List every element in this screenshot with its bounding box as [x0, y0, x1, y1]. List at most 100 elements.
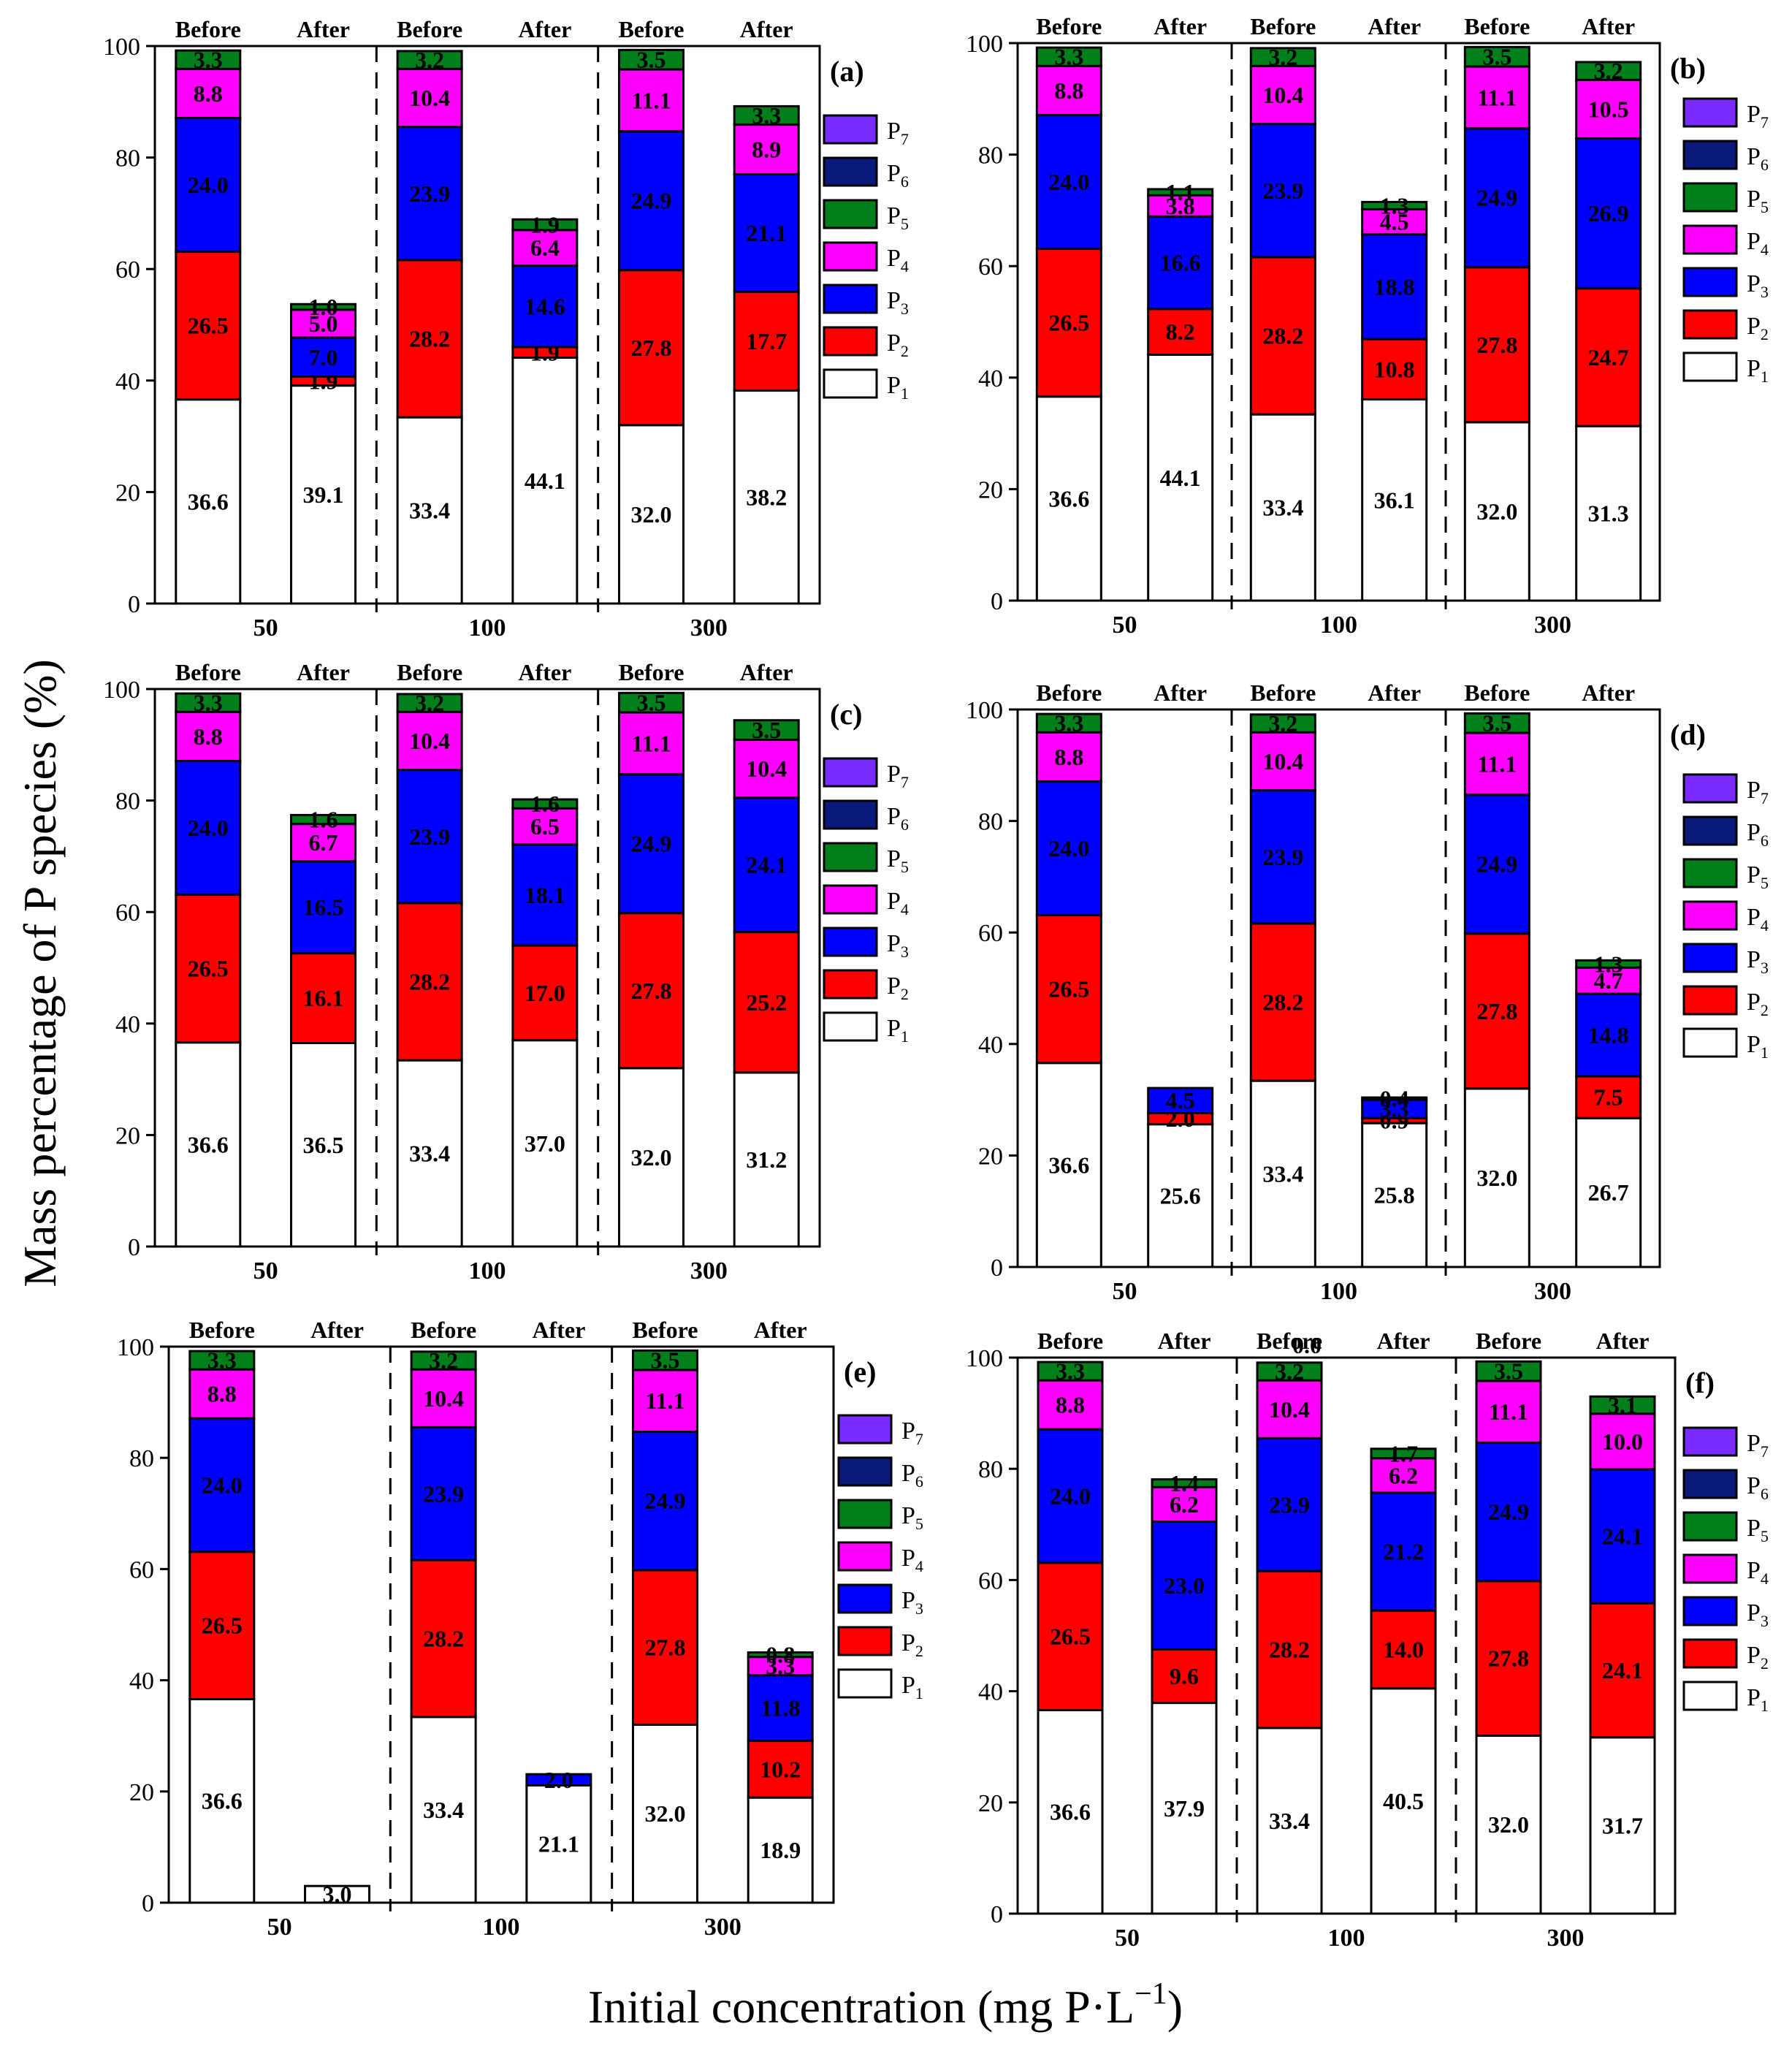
before-label: Before: [397, 659, 462, 685]
bar-segment-p2: [511, 944, 579, 1042]
data-label: 28.2: [423, 1626, 464, 1652]
bar-segment-p3: [1589, 1468, 1656, 1605]
data-label: 36.6: [188, 488, 229, 514]
data-label: 6.7: [309, 829, 338, 856]
data-label: 24.0: [188, 172, 229, 198]
data-label: 24.1: [1602, 1523, 1643, 1550]
data-label: 18.9: [760, 1837, 801, 1863]
data-label: 36.6: [188, 1131, 229, 1157]
legend-label: P7: [887, 118, 909, 148]
x-tick-label: 50: [1113, 1278, 1137, 1305]
y-tick-label: 40: [978, 1032, 1003, 1059]
legend-swatch-p6: [823, 156, 878, 187]
y-tick-label: 80: [115, 788, 140, 815]
bar-segment-p5: [631, 1349, 698, 1371]
data-label: 9.6: [1170, 1663, 1199, 1689]
bar-segment-p2: [410, 1559, 477, 1719]
bar-segment-p2: [1249, 256, 1316, 416]
x-tick-label: 100: [1320, 1278, 1357, 1305]
legend-label: P3: [1747, 1599, 1769, 1630]
before-label: Before: [189, 1317, 255, 1343]
data-label: 3.1: [1608, 1392, 1637, 1418]
y-tick-label: 80: [115, 145, 140, 172]
y-tick-label: 60: [129, 1556, 154, 1583]
after-label: After: [1368, 13, 1421, 39]
after-label: After: [518, 16, 571, 42]
y-tick-label: 20: [978, 1143, 1003, 1170]
legend-label: P3: [887, 930, 909, 961]
bar-segment-p1: [631, 1723, 698, 1904]
data-label: 23.9: [1262, 844, 1303, 870]
bar-segment-p4: [175, 710, 242, 762]
after-label: After: [754, 1317, 807, 1343]
data-label: 24.0: [1048, 169, 1089, 195]
x-tick-label: 50: [267, 1914, 292, 1941]
data-label: 8.8: [194, 80, 223, 107]
data-label: 21.1: [538, 1831, 579, 1857]
data-label: 1.6: [309, 807, 338, 833]
data-label: 10.4: [1269, 1396, 1310, 1423]
y-tick-label: 20: [129, 1779, 154, 1806]
data-label: 1.3: [1594, 951, 1623, 977]
data-label: 3.8: [1166, 193, 1195, 219]
bar-segment-p5: [290, 813, 357, 826]
bar-segment-p4: [631, 1369, 698, 1433]
legend-label: P4: [887, 245, 909, 275]
bar-segment-p5: [1249, 713, 1316, 734]
data-label: 3.3: [752, 102, 781, 129]
bar-segment-p5: [1035, 712, 1102, 734]
bar-segment-p2: [1037, 1561, 1104, 1711]
legend-swatch-p1: [1682, 351, 1738, 382]
bar-segment-p2: [733, 290, 800, 392]
legend-swatch-p7: [1682, 773, 1738, 804]
bar-segment-p5: [396, 693, 463, 713]
legend-swatch-p2: [837, 1626, 893, 1656]
legend-swatch-p6: [823, 799, 878, 830]
bar-segment-p4: [511, 807, 579, 846]
bar-segment-p4: [290, 823, 357, 863]
data-label: 24.9: [1488, 1499, 1529, 1525]
bar-segment-p2: [290, 952, 357, 1045]
after-label: After: [532, 1317, 585, 1343]
legend-label: P4: [1747, 1557, 1769, 1588]
bar-segment-p1: [1463, 421, 1530, 602]
bar-segment-p5: [188, 1350, 256, 1371]
data-label: 32.0: [644, 1800, 685, 1827]
y-tick-label: 40: [115, 368, 140, 395]
data-label: 32.0: [1488, 1811, 1529, 1838]
bar-segment-p1: [617, 424, 685, 605]
data-label: 32.0: [630, 501, 671, 528]
data-label: 8.8: [1054, 744, 1083, 770]
legend-label: P2: [1747, 313, 1769, 343]
legend-label: P2: [1747, 989, 1769, 1019]
y-tick-label: 40: [978, 365, 1003, 392]
legend-label: P6: [1747, 143, 1769, 174]
data-label: 23.9: [409, 180, 450, 207]
legend-swatch-p7: [837, 1414, 893, 1445]
data-label: 2.0: [544, 1767, 573, 1793]
data-label: 25.6: [1160, 1182, 1201, 1209]
data-label: 33.4: [1262, 1161, 1303, 1187]
bar-segment-p3: [1147, 215, 1214, 311]
y-tick-label: 40: [115, 1011, 140, 1038]
bar-segment-p5: [617, 48, 685, 71]
bar-segment-p5: [1037, 1361, 1104, 1382]
bar-segment-p2: [1035, 914, 1102, 1065]
bar-segment-p4: [396, 710, 463, 772]
after-label: After: [740, 659, 793, 685]
bar-segment-p1: [1151, 1702, 1218, 1915]
data-label: 1.6: [530, 791, 560, 817]
bar-segment-p1: [525, 1784, 592, 1904]
legend-swatch-p6: [837, 1456, 893, 1487]
chart-panel-3: 0 20 40 60 80 100 50 100 300 Before 36.6 26.5 24.0 8.…: [103, 659, 909, 1285]
data-label: 26.9: [1588, 200, 1629, 227]
data-label: 27.8: [630, 978, 671, 1004]
legend-label: P4: [1747, 904, 1769, 935]
bar-segment-p5: [1151, 1478, 1218, 1488]
data-label: 24.9: [630, 831, 671, 857]
data-label: 0.4: [1380, 1086, 1409, 1112]
data-label: 1.4: [1170, 1470, 1199, 1496]
bar-segment-p5: [511, 218, 579, 232]
bar-segment-p2: [1589, 1602, 1656, 1739]
legend-label: P1: [887, 1015, 909, 1046]
